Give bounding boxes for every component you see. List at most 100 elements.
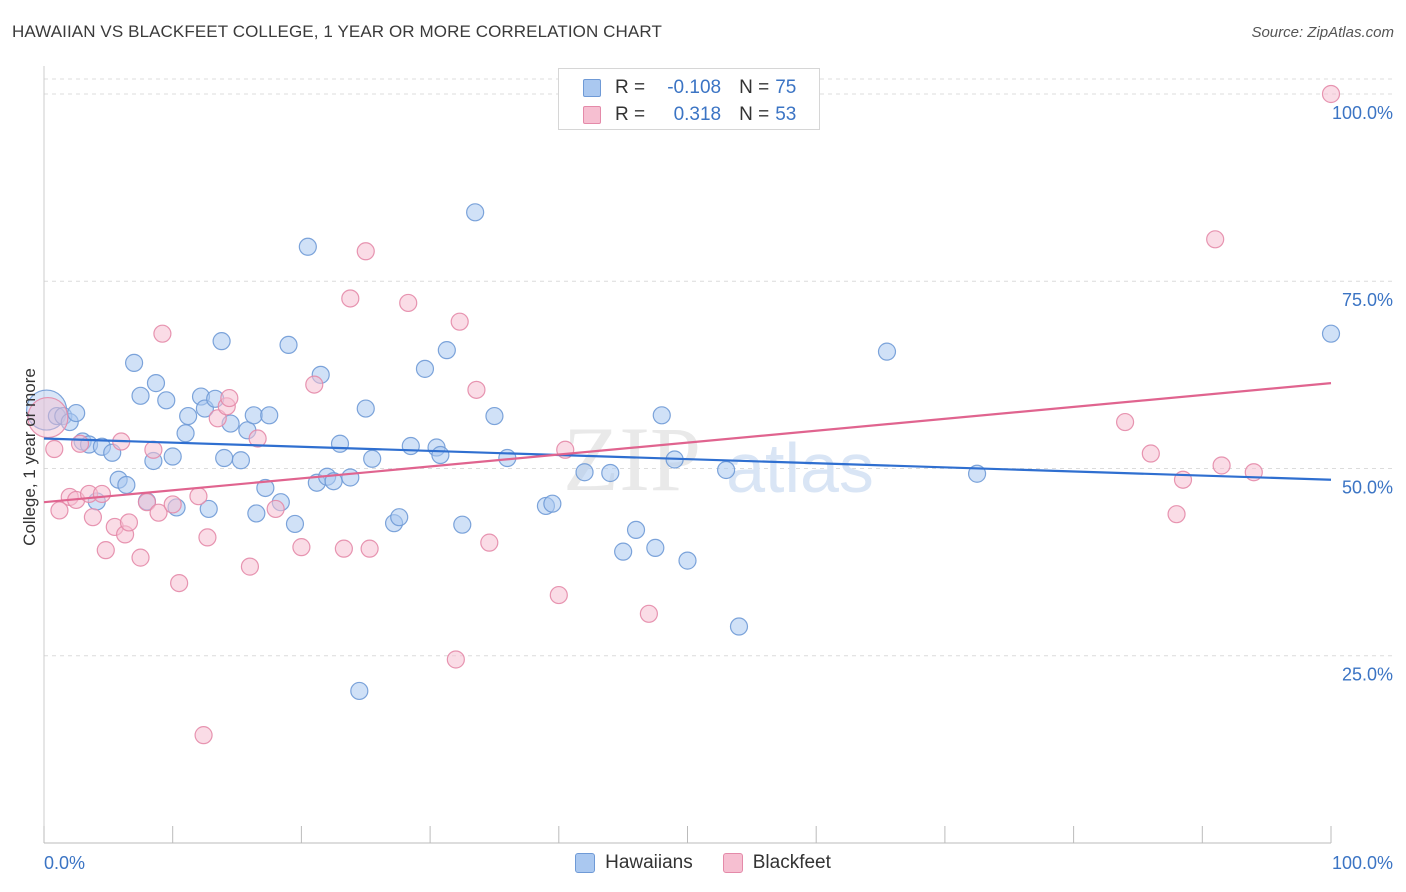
hawaiians-point <box>260 406 279 425</box>
x-tick-label: 100.0% <box>1332 853 1393 873</box>
hawaiians-point <box>279 335 298 355</box>
blackfeet-trend-line <box>43 382 1332 504</box>
hawaiians-point <box>415 359 435 378</box>
watermark-atlas: atlas <box>726 429 874 507</box>
blackfeet-point <box>240 557 260 576</box>
blackfeet-point <box>1212 456 1231 475</box>
hawaiians-point <box>652 406 671 425</box>
legend-item-hawaiians: Hawaiians <box>575 852 693 874</box>
blackfeet-point <box>144 440 163 459</box>
blackfeet-point <box>92 484 112 504</box>
blackfeet-point <box>170 573 189 593</box>
blackfeet-point <box>1206 230 1225 249</box>
blackfeet-point <box>292 538 311 557</box>
hawaiians-point <box>363 449 382 468</box>
hawaiians-point <box>717 460 736 480</box>
blackfeet-point <box>480 533 499 552</box>
n-value: 53 <box>775 104 797 125</box>
hawaiians-trend-line <box>43 437 1332 481</box>
hawaiians-point <box>390 508 409 527</box>
blackfeet-point <box>341 289 360 308</box>
blackfeet-point <box>1167 505 1186 524</box>
n-label: N = <box>739 77 770 98</box>
watermark: ZIP atlas <box>563 408 874 510</box>
blackfeet-point <box>131 548 150 567</box>
legend-row-hawaiians: R = -0.108 N = 75 <box>583 77 796 99</box>
blackfeet-point <box>467 380 486 399</box>
hawaiians-swatch <box>583 79 601 97</box>
hawaiians-point <box>67 403 86 423</box>
blackfeet-point <box>450 312 469 331</box>
hawaiians-point <box>678 551 697 570</box>
blackfeet-point <box>360 539 379 558</box>
blackfeet-point <box>446 650 465 669</box>
hawaiians-point <box>285 514 305 534</box>
hawaiians-point <box>543 494 562 513</box>
hawaiians-point <box>146 374 166 393</box>
trend-lines <box>43 382 1332 504</box>
hawaiians-point <box>431 445 450 465</box>
blackfeet-point <box>220 388 239 408</box>
hawaiians-point <box>212 332 231 351</box>
legend-label: Blackfeet <box>752 852 831 873</box>
hawaiians-point <box>626 520 646 540</box>
blackfeet-point <box>1321 84 1341 104</box>
hawaiians-point <box>341 468 360 487</box>
r-value: -0.108 <box>667 77 722 98</box>
hawaiians-point <box>199 499 218 519</box>
blackfeet-point <box>149 503 168 522</box>
y-tick-label: 100.0% <box>1332 103 1393 123</box>
blackfeet-point <box>1141 444 1160 463</box>
hawaiians-point <box>1321 324 1341 343</box>
y-tick-label: 75.0% <box>1342 290 1393 310</box>
chart-title: HAWAIIAN VS BLACKFEET COLLEGE, 1 YEAR OR… <box>12 22 662 41</box>
hawaiians-point <box>163 447 182 466</box>
n-label: N = <box>739 104 770 125</box>
hawaiians-point <box>131 386 150 405</box>
blackfeet-point <box>1115 412 1135 432</box>
blackfeet-point <box>305 375 324 394</box>
hawaiians-point <box>485 406 504 426</box>
legend-row-blackfeet: R = 0.318 N = 53 <box>583 104 796 126</box>
blackfeet-points <box>27 84 1341 745</box>
hawaiians-point <box>601 463 620 483</box>
hawaiians-point <box>231 451 251 470</box>
hawaiians-legend-swatch <box>575 853 596 873</box>
blackfeet-point <box>70 434 90 453</box>
hawaiians-point <box>157 391 176 410</box>
hawaiians-point <box>244 406 263 425</box>
hawaiians-point <box>350 681 369 701</box>
blackfeet-legend-swatch <box>722 853 743 873</box>
blackfeet-point <box>334 539 353 558</box>
blackfeet-point <box>153 324 172 343</box>
hawaiians-point <box>215 448 234 468</box>
blackfeet-point <box>45 439 64 459</box>
legend-item-blackfeet: Blackfeet <box>722 852 831 874</box>
blackfeet-point <box>356 242 375 261</box>
hawaiians-point <box>117 475 136 495</box>
hawaiians-point <box>614 542 633 561</box>
blackfeet-point <box>266 499 285 519</box>
hawaiians-point <box>256 478 275 498</box>
blackfeet-point <box>399 293 418 313</box>
blackfeet-point <box>248 429 267 448</box>
correlation-legend: R = -0.108 N = 75 R = 0.318 N = 53 <box>558 68 820 130</box>
blackfeet-point <box>198 528 217 547</box>
blackfeet-point <box>549 585 568 605</box>
n-value: 75 <box>775 77 797 98</box>
hawaiians-point <box>330 434 350 453</box>
blackfeet-point <box>194 726 213 745</box>
hawaiians-point <box>466 203 485 222</box>
series-legend: Hawaiians Blackfeet <box>0 852 1406 874</box>
r-value: 0.318 <box>673 104 722 125</box>
hawaiians-points <box>25 203 1341 701</box>
blackfeet-point <box>639 604 658 623</box>
hawaiians-point <box>877 342 897 361</box>
y-axis-label: College, 1 year or more <box>20 368 39 546</box>
hawaiians-point <box>356 399 375 418</box>
blackfeet-point <box>83 508 103 527</box>
y-tick-label: 50.0% <box>1342 477 1393 497</box>
blackfeet-point <box>163 495 182 514</box>
hawaiians-point <box>247 504 266 523</box>
